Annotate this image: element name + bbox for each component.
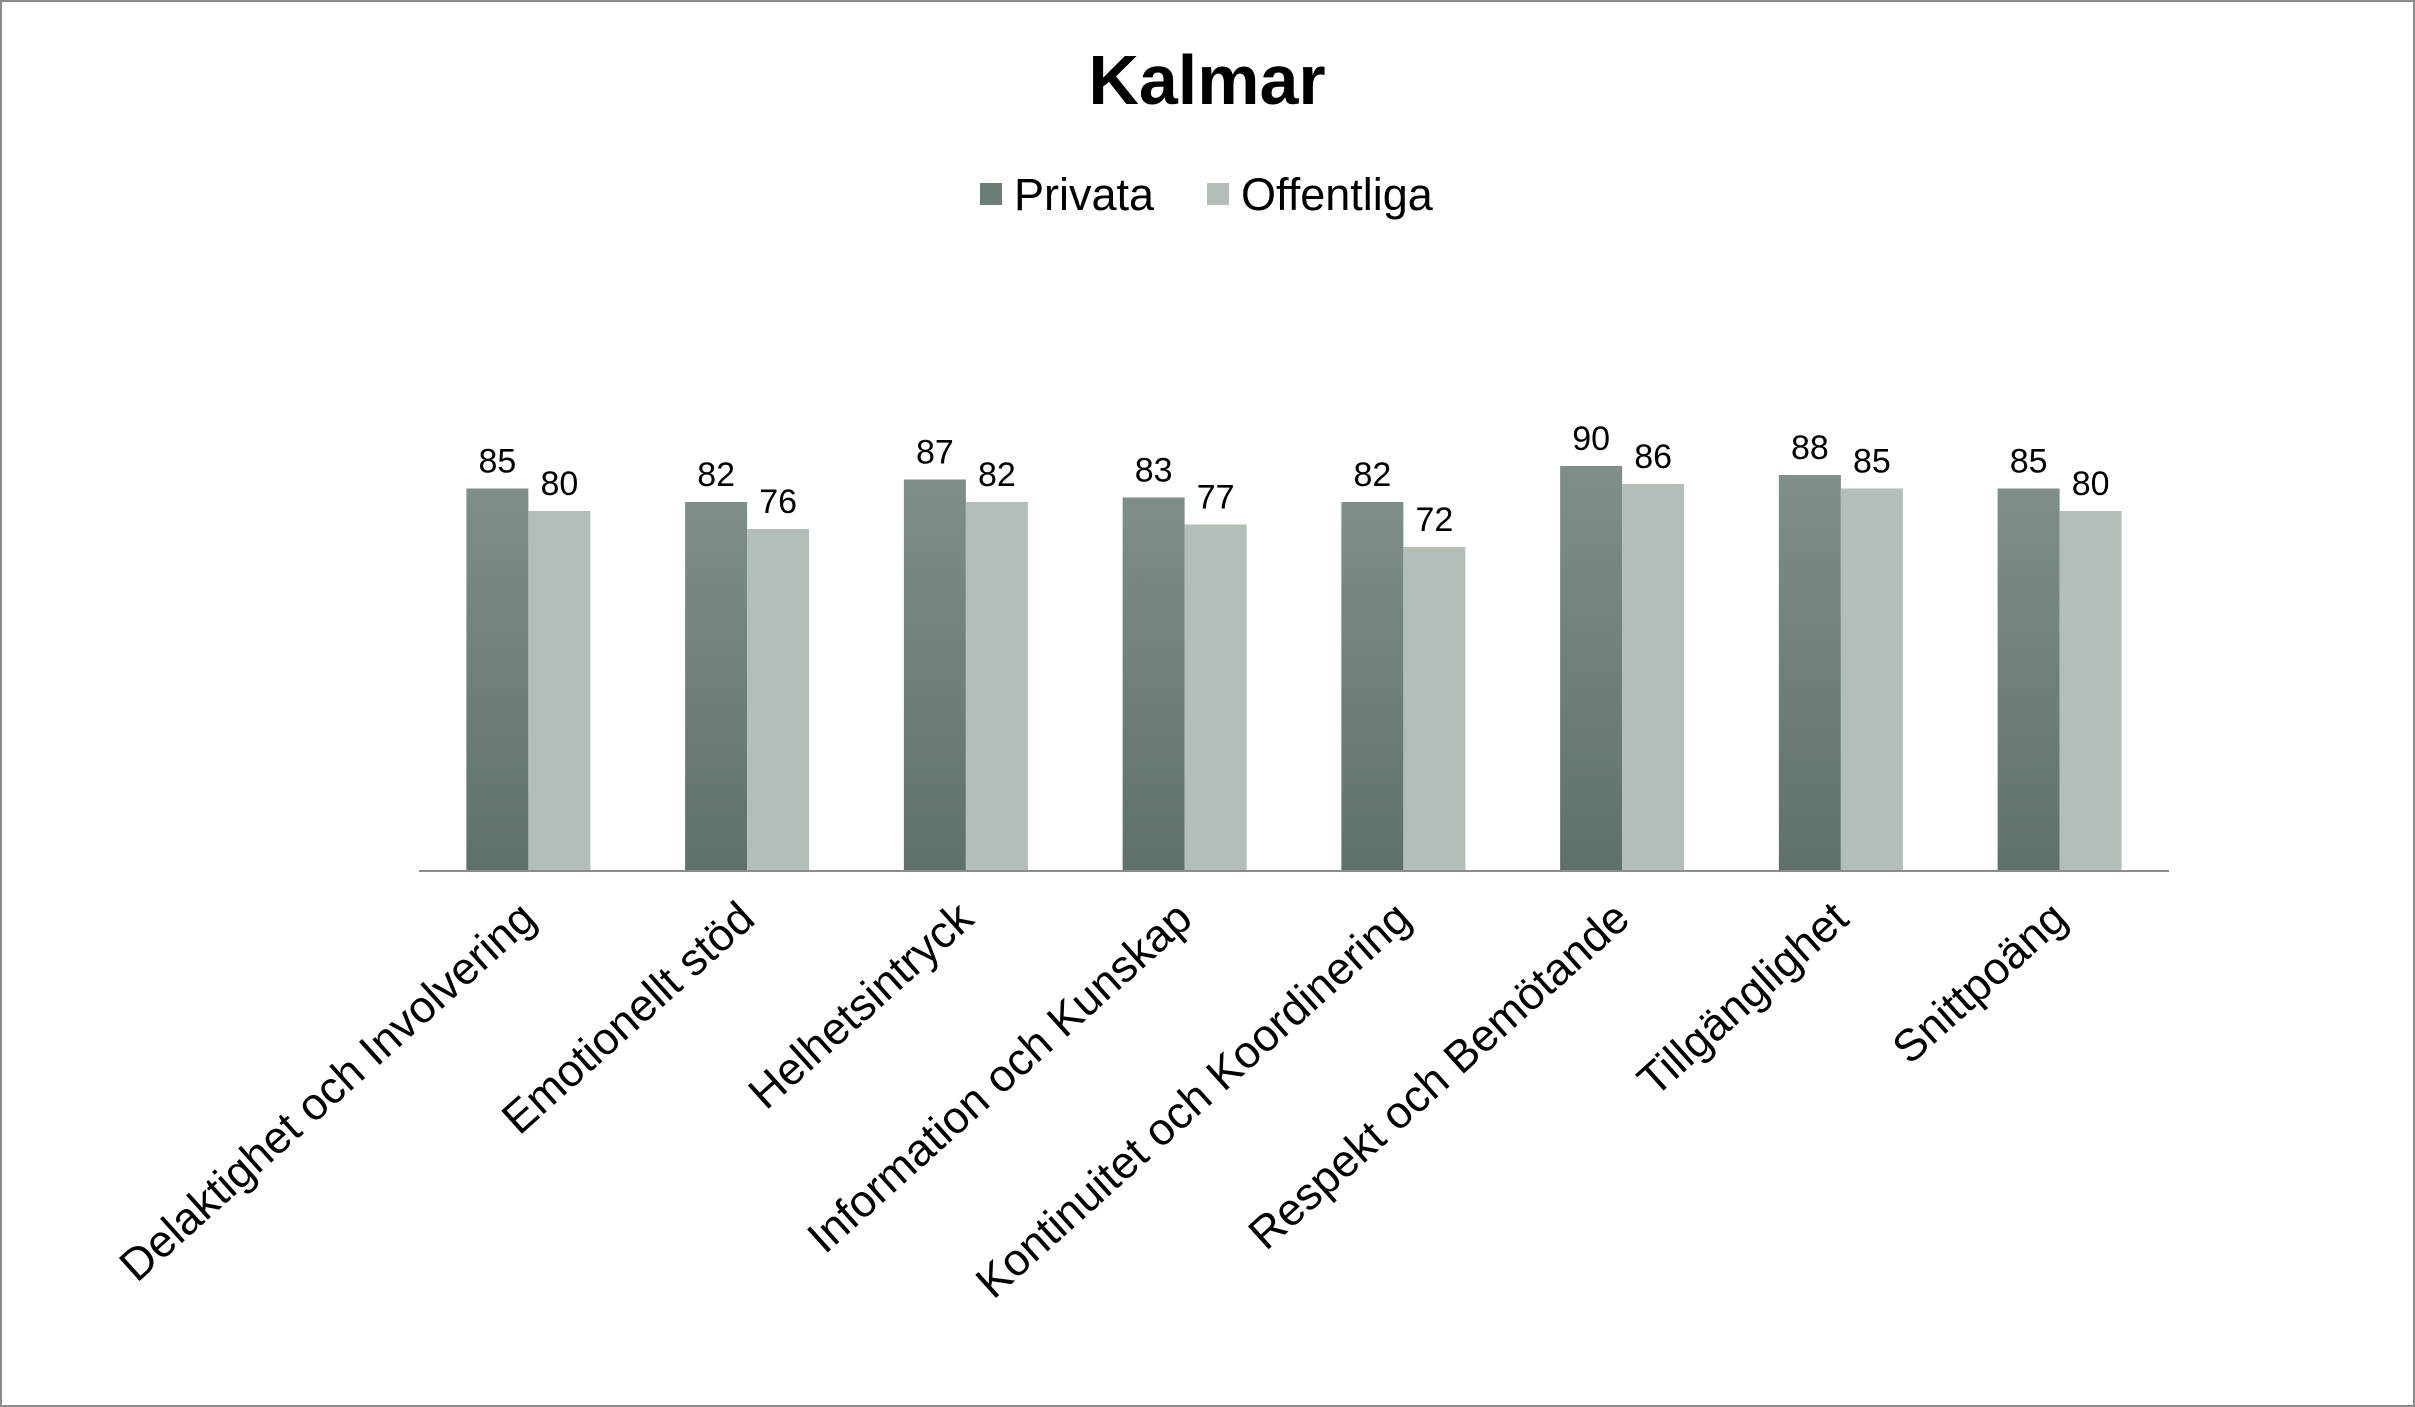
data-label-privata-7: 85 (2010, 443, 2048, 481)
data-label-privata-2: 87 (916, 434, 954, 472)
legend-label-privata: Privata (1014, 169, 1155, 220)
data-label-privata-3: 83 (1135, 452, 1173, 490)
bar-privata-5 (1560, 466, 1623, 871)
x-tick-label-2: Helhetsintryck (738, 891, 983, 1118)
data-label-privata-1: 82 (697, 456, 735, 494)
bar-privata-1 (685, 502, 748, 871)
bar-privata-7 (1997, 488, 2060, 871)
chart-title: Kalmar (1088, 41, 1325, 119)
legend-swatch-offentliga (1207, 183, 1229, 205)
bar-offentliga-4 (1403, 547, 1466, 871)
bar-privata-6 (1778, 475, 1841, 871)
legend-label-offentliga: Offentliga (1241, 169, 1434, 220)
bar-privata-0 (466, 488, 529, 871)
x-tick-label-4: Kontinuitet och Koordinering (966, 892, 1420, 1308)
x-tick-label-7: Snittpoäng (1882, 892, 2076, 1074)
data-label-offentliga-2: 82 (978, 456, 1016, 494)
bar-offentliga-2 (965, 502, 1028, 871)
bar-offentliga-0 (528, 511, 591, 871)
bar-privata-2 (903, 479, 966, 871)
x-tick-label-6: Tillgänglighet (1628, 891, 1858, 1106)
bar-offentliga-5 (1622, 484, 1685, 871)
bar-offentliga-1 (747, 529, 810, 871)
x-tick-label-0: Delaktighet och Involvering (109, 892, 545, 1291)
bars (466, 466, 2122, 871)
bar-offentliga-7 (2059, 511, 2122, 871)
data-label-offentliga-6: 85 (1853, 443, 1891, 481)
x-tick-label-3: Information och Kunskap (797, 892, 1201, 1263)
data-label-offentliga-3: 77 (1197, 479, 1235, 517)
data-label-privata-5: 90 (1572, 420, 1610, 458)
bar-offentliga-3 (1184, 524, 1247, 871)
data-label-offentliga-1: 76 (759, 483, 797, 521)
data-label-privata-0: 85 (478, 443, 516, 481)
legend: Privata Offentliga (980, 169, 1434, 220)
legend-swatch-privata (980, 183, 1002, 205)
data-label-offentliga-5: 86 (1634, 438, 1672, 476)
bar-privata-3 (1122, 497, 1185, 871)
bar-offentliga-6 (1840, 488, 1903, 871)
data-label-offentliga-7: 80 (2072, 465, 2110, 503)
x-tick-label-5: Respekt och Bemötande (1238, 892, 1638, 1260)
data-label-offentliga-0: 80 (540, 465, 578, 503)
data-label-privata-4: 82 (1353, 456, 1391, 494)
data-labels: 85 80 82 76 87 82 83 77 82 72 90 86 88 85 85 80 (478, 420, 2109, 539)
bar-privata-4 (1341, 502, 1404, 871)
data-label-offentliga-4: 72 (1415, 501, 1453, 539)
data-label-privata-6: 88 (1791, 429, 1829, 467)
